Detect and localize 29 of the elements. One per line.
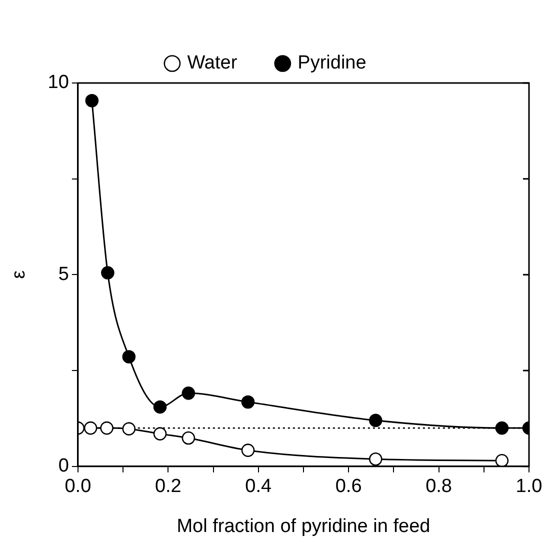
y-tick-label: 0 <box>58 456 69 477</box>
point <box>241 444 255 457</box>
point <box>182 431 196 445</box>
point <box>368 414 382 428</box>
point <box>495 454 509 466</box>
point <box>153 400 167 414</box>
point <box>101 266 114 280</box>
x-tick-label: 0.4 <box>245 476 272 498</box>
point <box>85 94 99 108</box>
point <box>368 452 382 466</box>
x-tick-label: 0.0 <box>64 476 92 498</box>
x-axis-title: Mol fraction of pyridine in feed <box>176 516 430 537</box>
point <box>182 386 196 400</box>
y-axis-title: ε <box>8 270 30 279</box>
point <box>84 421 98 435</box>
x-tick-label: 0.8 <box>426 476 452 498</box>
legend-label: Water <box>187 52 238 74</box>
point <box>495 421 509 435</box>
point <box>241 395 255 409</box>
y-tick-label: 10 <box>48 72 69 94</box>
point <box>153 427 167 440</box>
legend-label: Pyridine <box>298 52 366 74</box>
x-tick-label: 1.0 <box>516 476 542 498</box>
x-tick-label: 0.6 <box>335 476 362 498</box>
point <box>122 350 136 364</box>
x-tick-label: 0.2 <box>154 476 182 498</box>
point <box>122 422 136 436</box>
y-tick-label: 5 <box>58 264 69 285</box>
point <box>100 421 114 435</box>
